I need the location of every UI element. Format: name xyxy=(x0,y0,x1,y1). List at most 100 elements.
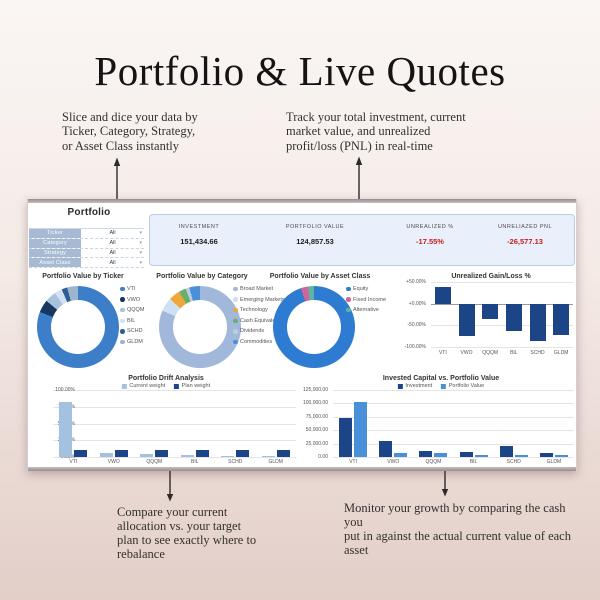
x-tick-label: QQQM xyxy=(146,459,163,465)
legend-dot-icon xyxy=(346,297,351,302)
chevron-down-icon: ▾ xyxy=(139,230,142,237)
annotation-bottom-right: Monitor your growth by comparing the cas… xyxy=(344,501,584,557)
x-tick-label: QQQM xyxy=(482,350,499,356)
legend-label: QQQM xyxy=(127,307,145,314)
gridline xyxy=(431,303,573,305)
bar-vwo xyxy=(394,452,408,457)
metric: UNREALIZED % -17.55% xyxy=(406,224,453,246)
legend-dot-icon xyxy=(346,286,351,292)
bar-schd xyxy=(514,455,528,457)
x-tick-label: GLDM xyxy=(268,459,283,465)
filter-row: Asset Class All ▾ xyxy=(29,258,144,269)
gridline xyxy=(333,416,574,418)
legend-item: Fixed Income xyxy=(346,297,386,303)
chart-title: Unrealized Gain/Loss % xyxy=(451,273,531,280)
filter-value-dropdown[interactable]: All ▾ xyxy=(81,258,144,268)
annotation-line: market value, and unrealized xyxy=(286,124,431,139)
legend-item: SCHD xyxy=(120,328,144,334)
legend-label: Fixed Income xyxy=(353,296,387,303)
annotation-line: or Asset Class instantly xyxy=(62,138,180,153)
filter-value-dropdown[interactable]: All ▾ xyxy=(81,229,144,238)
x-tick-label: SCHD xyxy=(530,350,545,356)
gridline xyxy=(53,423,296,425)
legend-label: BIL xyxy=(127,317,136,324)
legend-label: Alternative xyxy=(353,307,379,314)
gridline xyxy=(53,406,296,408)
annotation-line: Compare your current xyxy=(117,505,228,519)
legend-dot-icon xyxy=(233,286,238,292)
dashboard-title: Portfolio xyxy=(67,207,111,218)
page-title: Portfolio & Live Quotes xyxy=(94,48,506,95)
legend-item: Investment xyxy=(397,383,432,389)
legend-item: Commodities xyxy=(233,339,285,345)
gridline xyxy=(431,325,573,327)
legend-item: BIL xyxy=(120,318,144,324)
annotation-line: profit/loss (PNL) in real-time xyxy=(286,138,433,153)
gridline xyxy=(333,443,574,445)
legend: Broad Market Emerging Markets Technology Ca… xyxy=(233,286,285,350)
legend-item: Dividends xyxy=(233,328,285,334)
y-tick-label: 25,000.00 xyxy=(305,440,328,447)
bar-gldm xyxy=(276,449,290,457)
metric-label: UNREALIZED % xyxy=(406,224,454,230)
bar-bil xyxy=(474,455,488,457)
y-tick-label: 75,000.00 xyxy=(305,413,328,420)
y-tick-label: 100,000.00 xyxy=(302,400,328,407)
legend-dot-icon xyxy=(233,329,238,334)
legend-item: Portfolio Value xyxy=(441,383,484,389)
donut-hole xyxy=(287,300,341,354)
filter-table: Ticker All ▾ Category All ▾ Strategy All ▾ Asset … xyxy=(29,228,144,269)
legend: VTI VWO QQQM BIL SCHD GLDM xyxy=(120,286,144,350)
filter-value-dropdown[interactable]: All ▾ xyxy=(81,248,144,258)
gridline xyxy=(333,390,574,391)
legend-label: SCHD xyxy=(127,328,143,335)
metric-value: 124,857.53 xyxy=(296,237,334,246)
gridline xyxy=(333,430,574,432)
gridline xyxy=(431,282,573,283)
legend-item: QQQM xyxy=(120,307,144,313)
bar-qqqm xyxy=(419,450,433,457)
y-tick-label: 125,000.00 xyxy=(302,387,328,393)
x-tick-label: VTI xyxy=(69,459,78,465)
chart-title: Portfolio Value by Ticker xyxy=(42,273,124,280)
gridline xyxy=(333,457,574,458)
arrowhead-up-icon xyxy=(113,157,121,166)
metric-label: PORTFOLIO VALUE xyxy=(285,224,345,230)
legend-dot-icon xyxy=(346,307,351,313)
legend-swatch-icon xyxy=(121,383,127,389)
legend-item: Equity xyxy=(346,286,386,292)
legend-item: VWO xyxy=(120,297,144,303)
filter-row: Strategy All ▾ xyxy=(29,248,144,259)
legend-item: Alternative xyxy=(346,307,386,313)
bar-vti xyxy=(434,287,451,304)
filter-value-dropdown[interactable]: All ▾ xyxy=(81,238,144,248)
legend-dot-icon xyxy=(120,286,125,292)
x-tick-label: BIL xyxy=(469,459,478,465)
bar-gldm xyxy=(554,455,568,457)
legend-dot-icon xyxy=(120,329,125,334)
donut-chart xyxy=(159,286,241,368)
x-tick-label: VTI xyxy=(438,350,447,356)
bar-qqqm xyxy=(155,449,169,457)
legend-dot-icon xyxy=(120,307,125,313)
window-edge-top xyxy=(28,199,576,203)
annotation-bottom-left: Compare your current allocation vs. your … xyxy=(117,505,302,561)
legend-label: Commodities xyxy=(240,338,273,345)
bar-qqqm xyxy=(140,453,154,457)
bar-gldm xyxy=(539,452,553,457)
legend-item: Broad Market xyxy=(233,286,285,292)
bar-schd xyxy=(236,449,250,457)
filter-label: Category xyxy=(29,238,81,248)
bar-qqqm xyxy=(434,453,448,457)
annotation-line: Track your total investment, current xyxy=(286,110,466,124)
y-tick-label: +0.00% xyxy=(408,300,426,307)
legend-dot-icon xyxy=(120,297,125,302)
arrowhead-up-icon xyxy=(355,156,363,165)
bar-vwo xyxy=(379,440,393,457)
bar-vwo xyxy=(99,452,113,457)
filter-label: Ticker xyxy=(29,229,81,238)
x-tick-label: VTI xyxy=(349,459,357,465)
x-tick-label: VWO xyxy=(387,459,400,465)
bar-schd xyxy=(499,445,513,457)
gridline xyxy=(431,347,573,348)
